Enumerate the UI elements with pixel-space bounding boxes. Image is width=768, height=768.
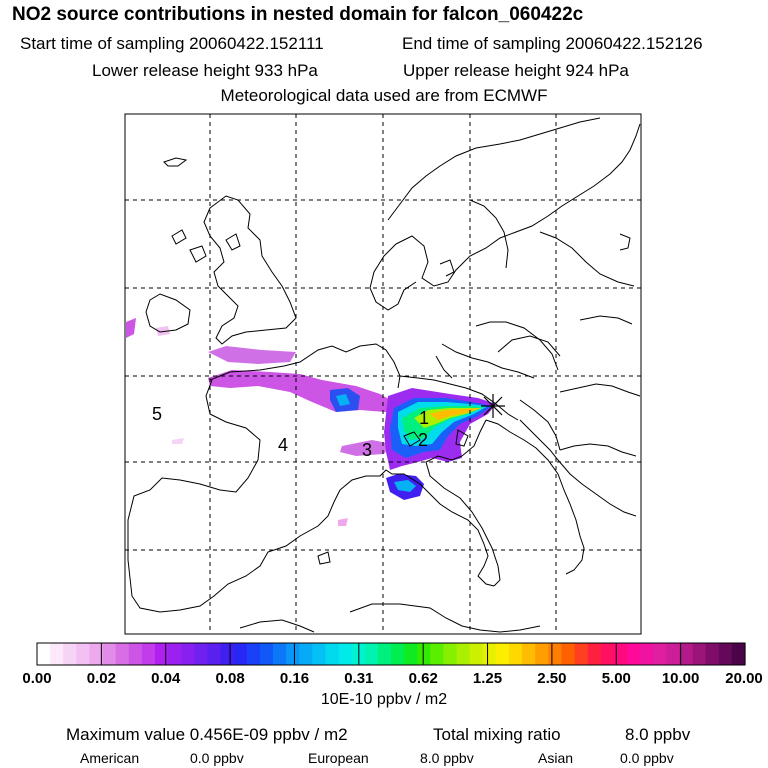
color-scale-tick-label: 0.62 — [408, 670, 438, 687]
asian-label: Asian — [538, 750, 574, 766]
color-scale-cell — [600, 643, 615, 665]
color-scale-tick-label: 0.04 — [151, 670, 181, 687]
region-marker-3: 3 — [362, 440, 372, 460]
color-scale-cell — [548, 643, 563, 665]
color-scale-cell — [364, 643, 379, 665]
color-scale-border — [36, 642, 746, 666]
color-scale-cell — [705, 643, 720, 665]
color-scale-tick-label: 0.00 — [22, 670, 52, 687]
upper-release-height-label: Upper release height 924 hPa — [403, 61, 629, 80]
color-scale-cell — [640, 643, 654, 665]
color-scale-cell — [155, 643, 169, 665]
color-scale-tick-label: 0.02 — [86, 670, 116, 687]
map-title: NO2 source contributions in nested domai… — [12, 4, 584, 25]
end-time-label: End time of sampling 20060422.152126 — [402, 34, 703, 53]
color-scale-cell — [286, 643, 300, 665]
color-scale-cell — [76, 643, 91, 665]
color-scale-cell — [627, 643, 641, 665]
color-scale-cells — [37, 643, 746, 665]
color-scale-cell — [430, 643, 445, 665]
color-scale-cell — [194, 643, 209, 665]
color-scale-tick-label: 1.25 — [472, 670, 503, 687]
color-scale-tick-label: 0.31 — [344, 670, 374, 687]
asian-value: 0.0 ppbv — [620, 750, 674, 766]
color-scale-cell — [417, 643, 431, 665]
color-scale-cell — [456, 643, 471, 665]
color-scale-cell — [731, 643, 746, 665]
maximum-value-label: Maximum value 0.456E-09 ppbv / m2 — [66, 725, 348, 744]
color-scale-cell — [37, 643, 51, 665]
color-scale-cell — [312, 643, 327, 665]
region-marker-1: 1 — [419, 408, 429, 428]
color-scale-cell — [535, 643, 549, 665]
color-scale-cell — [141, 643, 156, 665]
color-scale-cell — [679, 643, 694, 665]
color-scale-cell — [613, 643, 628, 665]
color-scale-cell — [377, 643, 392, 665]
color-scale-cell — [718, 643, 733, 665]
region-marker-2: 2 — [418, 430, 428, 450]
color-scale-cell — [522, 643, 536, 665]
color-scale-cell — [653, 643, 667, 665]
color-scale-cell — [50, 643, 64, 665]
color-scale-cell — [89, 643, 104, 665]
color-scale-cell — [233, 643, 248, 665]
color-scale-cell — [168, 643, 182, 665]
color-scale-cell — [443, 643, 458, 665]
color-scale-cell — [391, 643, 405, 665]
release-site-marker — [481, 394, 505, 418]
color-scale-cell — [561, 643, 576, 665]
color-scale-cell — [115, 643, 130, 665]
color-scale-tick-label: 0.08 — [215, 670, 245, 687]
meteorological-data-label: Meteorological data used are from ECMWF — [220, 86, 548, 105]
map-grid — [125, 114, 641, 634]
color-scale-cell — [128, 643, 143, 665]
color-scale-bar — [36, 642, 746, 666]
color-scale-cell — [299, 643, 313, 665]
color-scale-cell — [509, 643, 523, 665]
total-mixing-ratio-value: 8.0 ppbv — [625, 725, 691, 744]
color-scale-tick-label: 5.00 — [601, 670, 631, 687]
color-scale-tick-label: 10.00 — [661, 670, 700, 687]
color-scale-cell — [482, 643, 497, 665]
color-scale-cell — [325, 643, 340, 665]
american-label: American — [80, 750, 140, 766]
map-border — [124, 113, 642, 635]
color-scale-cell — [220, 643, 235, 665]
color-scale-cell — [692, 643, 707, 665]
color-scale-cell — [259, 643, 274, 665]
color-scale-cell — [207, 643, 222, 665]
color-scale-cell — [587, 643, 602, 665]
color-scale-tick-label: 2.50 — [537, 670, 567, 687]
color-scale-cell — [102, 643, 117, 665]
region-marker-4: 4 — [278, 435, 288, 455]
region-marker-5: 5 — [152, 404, 162, 424]
color-scale-cell — [273, 643, 287, 665]
map-frame: 1 2 3 4 5 — [124, 113, 642, 635]
color-scale-cell — [246, 643, 261, 665]
color-scale-cell — [574, 643, 589, 665]
color-scale-cell — [338, 643, 353, 665]
color-scale-cell — [181, 643, 195, 665]
american-value: 0.0 ppbv — [190, 750, 244, 766]
total-mixing-ratio-label: Total mixing ratio — [433, 725, 561, 744]
color-scale-cell — [666, 643, 681, 665]
lower-release-height-label: Lower release height 933 hPa — [92, 61, 318, 80]
start-time-label: Start time of sampling 20060422.152111 — [20, 34, 324, 53]
color-scale-cell — [63, 643, 77, 665]
color-scale-cell — [469, 643, 484, 665]
coastlines — [127, 117, 641, 633]
color-scale-cell — [495, 643, 510, 665]
european-label: European — [308, 750, 369, 766]
units-label: 10E-10 ppbv / m2 — [320, 691, 448, 708]
color-scale-tick-label: 0.16 — [279, 670, 310, 687]
color-scale-tick-label: 20.00 — [725, 670, 763, 687]
color-scale-cell — [404, 643, 418, 665]
european-value: 8.0 ppbv — [420, 750, 474, 766]
